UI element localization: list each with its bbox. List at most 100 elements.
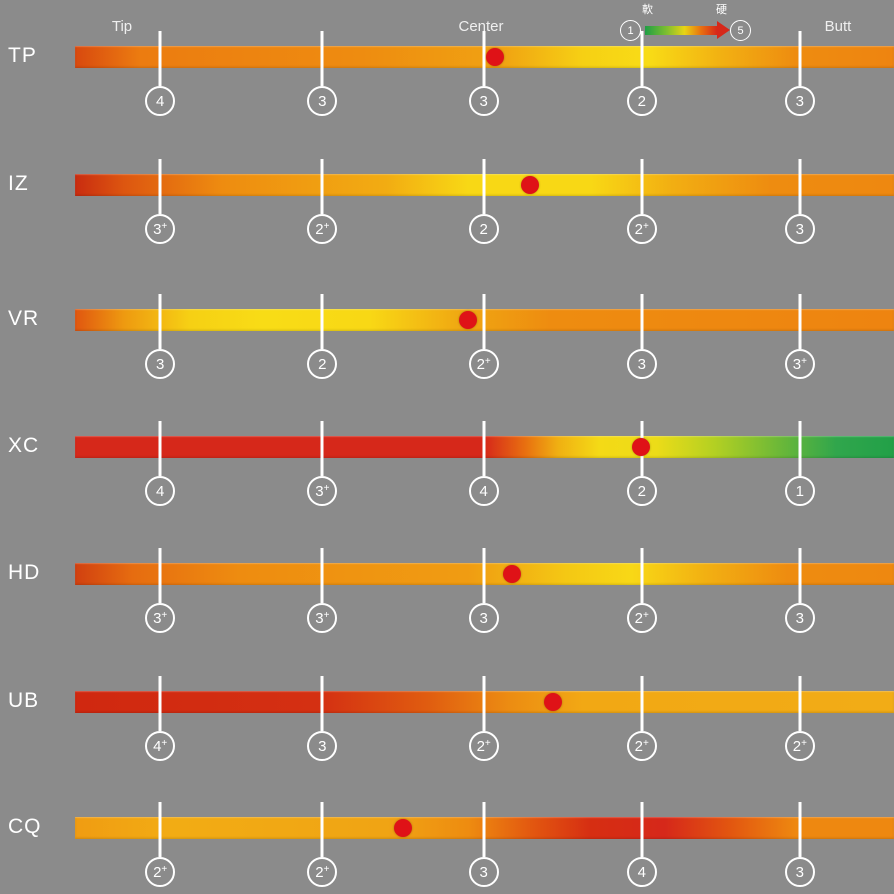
- grade-circle: 2 +: [626, 214, 657, 244]
- flex-point-marker: [393, 819, 412, 837]
- tick-line: [158, 294, 162, 349]
- grade-circle: 2 +: [784, 731, 815, 761]
- grade-circle: 4: [145, 476, 176, 506]
- tick-line: [482, 159, 486, 214]
- tick-line: [798, 31, 802, 86]
- flex-point-marker: [503, 565, 522, 583]
- bar-area: 3 + 2 + 2 2 + 3: [75, 128, 894, 250]
- bar-area: 3 + 3 + 3 2 + 3: [75, 517, 894, 639]
- bar-area: 4 3 + 4 2 1: [75, 390, 894, 512]
- flex-point-marker: [486, 48, 505, 66]
- grade-circle: 3: [626, 349, 657, 379]
- shaft-row-cq: CQ 2 + 2 + 3 4 3: [0, 771, 894, 893]
- grade-circle: 3: [307, 731, 338, 761]
- row-label: TP: [8, 44, 37, 67]
- grade-circle: 3 +: [145, 603, 176, 633]
- shaft-row-hd: HD 3 + 3 + 3 2 + 3: [0, 517, 894, 639]
- grade-circle: 1: [784, 476, 815, 506]
- legend-arrowhead-icon: [717, 21, 730, 39]
- tick-line: [158, 421, 162, 476]
- shaft-row-vr: VR 3 2 2 + 3 3 +: [0, 263, 894, 385]
- grade-circle: 2 +: [145, 857, 176, 887]
- grade-circle: 2 +: [307, 857, 338, 887]
- tick-line: [482, 548, 486, 603]
- legend-soft-kanji: 軟: [642, 4, 653, 16]
- grade-circle: 2 +: [626, 731, 657, 761]
- grade-circle: 2 +: [468, 349, 499, 379]
- tick-line: [158, 676, 162, 731]
- row-label: VR: [8, 307, 40, 330]
- shaft-row-tp: TP 4 3 3 2 3: [0, 0, 894, 122]
- tick-line: [640, 802, 644, 857]
- axis-label-butt: Butt: [824, 18, 852, 35]
- shaft-row-ub: UB 4 + 3 2 + 2 + 2 +: [0, 645, 894, 767]
- bar-area: 2 + 2 + 3 4 3: [75, 771, 894, 893]
- tick-line: [320, 802, 324, 857]
- grade-circle: 2: [626, 86, 657, 116]
- tick-line: [320, 548, 324, 603]
- tick-line: [798, 548, 802, 603]
- grade-circle: 3 +: [307, 603, 338, 633]
- bar-area: 3 2 2 + 3 3 +: [75, 263, 894, 385]
- grade-circle: 3: [468, 603, 499, 633]
- legend-gradient-bar: [645, 26, 717, 35]
- tick-line: [482, 676, 486, 731]
- bar-area: 4 + 3 2 + 2 + 2 +: [75, 645, 894, 767]
- grade-circle: 2 +: [307, 214, 338, 244]
- row-label: XC: [8, 434, 40, 457]
- tick-line: [640, 548, 644, 603]
- axis-label-tip: Tip: [111, 18, 133, 35]
- tick-line: [482, 802, 486, 857]
- grade-circle: 4: [626, 857, 657, 887]
- grade-circle: 2: [626, 476, 657, 506]
- tick-line: [640, 31, 644, 86]
- grade-circle: 3 +: [307, 476, 338, 506]
- tick-line: [640, 159, 644, 214]
- axis-label-center: Center: [458, 18, 504, 35]
- grade-circle: 2: [468, 214, 499, 244]
- tick-line: [640, 294, 644, 349]
- row-label: UB: [8, 689, 40, 712]
- grade-circle: 4: [145, 86, 176, 116]
- grade-circle: 2 +: [626, 603, 657, 633]
- legend-min-circle: 1: [620, 20, 641, 41]
- tick-line: [158, 548, 162, 603]
- flex-point-marker: [521, 176, 540, 194]
- tick-line: [158, 159, 162, 214]
- grade-circle: 3: [784, 603, 815, 633]
- grade-circle: 3: [784, 857, 815, 887]
- tick-line: [158, 802, 162, 857]
- grade-circle: 3: [468, 857, 499, 887]
- tick-line: [320, 31, 324, 86]
- grade-circle: 2: [307, 349, 338, 379]
- tick-line: [320, 421, 324, 476]
- flex-point-marker: [631, 438, 650, 456]
- tick-line: [320, 294, 324, 349]
- grade-circle: 3: [468, 86, 499, 116]
- tick-line: [798, 159, 802, 214]
- grade-circle: 3: [145, 349, 176, 379]
- grade-circle: 4: [468, 476, 499, 506]
- grade-circle: 3 +: [145, 214, 176, 244]
- tick-line: [482, 31, 486, 86]
- grade-circle: 3: [784, 214, 815, 244]
- bar-area: 4 3 3 2 3: [75, 0, 894, 122]
- legend-hard-kanji: 硬: [716, 4, 727, 16]
- stiffness-legend: 軟 硬 1 5: [620, 4, 780, 48]
- tick-line: [158, 31, 162, 86]
- row-label: IZ: [8, 172, 29, 195]
- tick-line: [798, 802, 802, 857]
- shaft-row-xc: XC 4 3 + 4 2 1: [0, 390, 894, 512]
- grade-circle: 4 +: [145, 731, 176, 761]
- grade-circle: 3: [784, 86, 815, 116]
- flex-point-marker: [459, 311, 478, 329]
- row-label: HD: [8, 561, 41, 584]
- tick-line: [320, 676, 324, 731]
- grade-circle: 3 +: [784, 349, 815, 379]
- grade-circle: 2 +: [468, 731, 499, 761]
- shaft-row-iz: IZ 3 + 2 + 2 2 + 3: [0, 128, 894, 250]
- legend-max-circle: 5: [730, 20, 751, 41]
- tick-line: [798, 676, 802, 731]
- tick-line: [482, 421, 486, 476]
